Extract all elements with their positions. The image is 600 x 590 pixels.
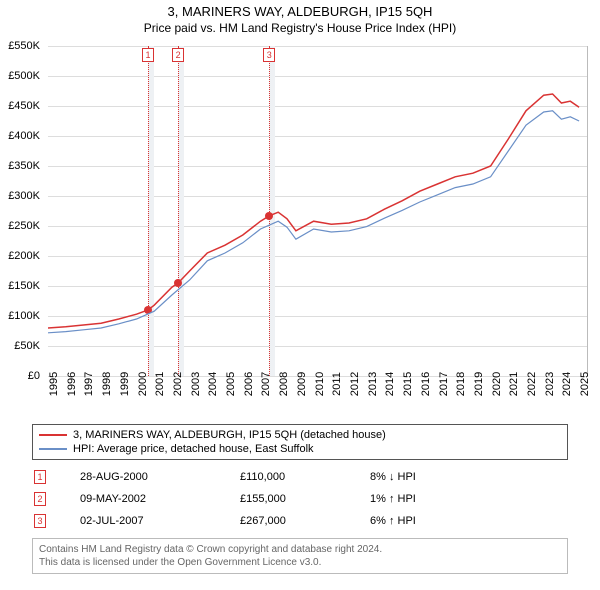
x-tick-label: 2017 bbox=[438, 372, 450, 396]
sales-row-marker: 1 bbox=[34, 470, 46, 484]
x-tick-label: 1995 bbox=[48, 372, 60, 396]
sales-price: £267,000 bbox=[240, 515, 370, 527]
x-tick-label: 1996 bbox=[66, 372, 78, 396]
x-tick-label: 2002 bbox=[172, 372, 184, 396]
y-axis-labels: £0£50K£100K£150K£200K£250K£300K£350K£400… bbox=[0, 46, 44, 376]
x-tick-label: 2020 bbox=[491, 372, 503, 396]
x-tick-label: 2024 bbox=[561, 372, 573, 396]
x-tick-label: 2016 bbox=[420, 372, 432, 396]
y-tick-label: £50K bbox=[14, 340, 40, 352]
y-tick-label: £400K bbox=[8, 130, 40, 142]
sales-price: £155,000 bbox=[240, 493, 370, 505]
title-address: 3, MARINERS WAY, ALDEBURGH, IP15 5QH bbox=[0, 4, 600, 19]
x-tick-label: 2008 bbox=[278, 372, 290, 396]
legend-row: HPI: Average price, detached house, East… bbox=[39, 442, 561, 456]
sales-date: 09-MAY-2002 bbox=[80, 493, 240, 505]
license-box: Contains HM Land Registry data © Crown c… bbox=[32, 538, 568, 574]
x-tick-label: 2019 bbox=[473, 372, 485, 396]
x-tick-label: 1999 bbox=[119, 372, 131, 396]
x-tick-label: 2018 bbox=[455, 372, 467, 396]
x-tick-label: 1998 bbox=[101, 372, 113, 396]
x-tick-label: 2003 bbox=[190, 372, 202, 396]
sales-row: 1 28-AUG-2000£110,0008% ↓ HPI bbox=[32, 466, 568, 488]
sales-row: 3 02-JUL-2007£267,0006% ↑ HPI bbox=[32, 510, 568, 532]
sales-hpi: 8% ↓ HPI bbox=[370, 471, 510, 483]
y-tick-label: £300K bbox=[8, 190, 40, 202]
sales-date: 02-JUL-2007 bbox=[80, 515, 240, 527]
title-block: 3, MARINERS WAY, ALDEBURGH, IP15 5QH Pri… bbox=[0, 0, 600, 35]
series-property bbox=[48, 94, 579, 328]
x-tick-label: 2001 bbox=[154, 372, 166, 396]
x-tick-label: 2013 bbox=[367, 372, 379, 396]
x-tick-label: 2010 bbox=[314, 372, 326, 396]
x-tick-label: 2011 bbox=[331, 372, 343, 396]
x-tick-label: 2021 bbox=[508, 372, 520, 396]
sales-price: £110,000 bbox=[240, 471, 370, 483]
x-tick-label: 2000 bbox=[137, 372, 149, 396]
x-tick-label: 2004 bbox=[207, 372, 219, 396]
x-tick-label: 2015 bbox=[402, 372, 414, 396]
x-tick-label: 2022 bbox=[526, 372, 538, 396]
legend-label: HPI: Average price, detached house, East… bbox=[73, 442, 314, 456]
x-tick-label: 2006 bbox=[243, 372, 255, 396]
chart-container: 3, MARINERS WAY, ALDEBURGH, IP15 5QH Pri… bbox=[0, 0, 600, 590]
x-tick-label: 2012 bbox=[349, 372, 361, 396]
y-tick-label: £150K bbox=[8, 280, 40, 292]
legend-swatch bbox=[39, 434, 67, 436]
y-tick-label: £350K bbox=[8, 160, 40, 172]
x-tick-label: 1997 bbox=[83, 372, 95, 396]
x-tick-label: 2005 bbox=[225, 372, 237, 396]
y-tick-label: £250K bbox=[8, 220, 40, 232]
sales-hpi: 6% ↑ HPI bbox=[370, 515, 510, 527]
x-tick-label: 2023 bbox=[544, 372, 556, 396]
x-tick-label: 2007 bbox=[260, 372, 272, 396]
title-subtitle: Price paid vs. HM Land Registry's House … bbox=[0, 21, 600, 35]
x-tick-label: 2025 bbox=[579, 372, 591, 396]
series-lines bbox=[48, 46, 588, 376]
sales-hpi: 1% ↑ HPI bbox=[370, 493, 510, 505]
x-tick-label: 2009 bbox=[296, 372, 308, 396]
x-tick-label: 2014 bbox=[384, 372, 396, 396]
y-tick-label: £100K bbox=[8, 310, 40, 322]
y-tick-label: £0 bbox=[28, 370, 40, 382]
y-tick-label: £450K bbox=[8, 100, 40, 112]
legend-label: 3, MARINERS WAY, ALDEBURGH, IP15 5QH (de… bbox=[73, 428, 386, 442]
sales-row-marker: 3 bbox=[34, 514, 46, 528]
legend-swatch bbox=[39, 448, 67, 450]
legend-row: 3, MARINERS WAY, ALDEBURGH, IP15 5QH (de… bbox=[39, 428, 561, 442]
y-tick-label: £200K bbox=[8, 250, 40, 262]
license-line1: Contains HM Land Registry data © Crown c… bbox=[39, 543, 561, 556]
sales-table: 1 28-AUG-2000£110,0008% ↓ HPI 2 09-MAY-2002… bbox=[32, 466, 568, 532]
legend-box: 3, MARINERS WAY, ALDEBURGH, IP15 5QH (de… bbox=[32, 424, 568, 460]
y-tick-label: £550K bbox=[8, 40, 40, 52]
sales-date: 28-AUG-2000 bbox=[80, 471, 240, 483]
sales-row-marker: 2 bbox=[34, 492, 46, 506]
license-line2: This data is licensed under the Open Gov… bbox=[39, 556, 561, 569]
x-axis-labels: 1995199619971998199920002001200220032004… bbox=[48, 380, 588, 420]
y-tick-label: £500K bbox=[8, 70, 40, 82]
plot-area: 123 bbox=[48, 46, 588, 376]
sales-row: 2 09-MAY-2002£155,0001% ↑ HPI bbox=[32, 488, 568, 510]
